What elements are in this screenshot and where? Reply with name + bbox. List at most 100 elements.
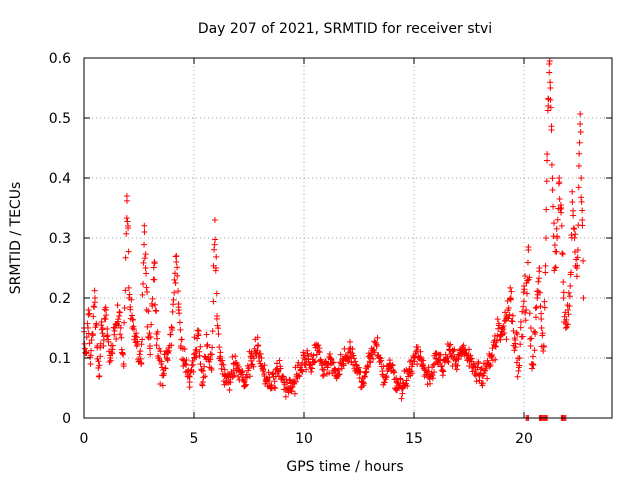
data-point	[528, 335, 535, 342]
data-point	[446, 343, 453, 349]
data-point	[452, 361, 459, 367]
data-point	[83, 334, 90, 341]
data-point	[132, 333, 139, 340]
data-point	[138, 361, 145, 367]
data-point	[560, 279, 567, 286]
data-point	[167, 331, 174, 338]
data-point	[133, 330, 140, 337]
data-point	[562, 325, 569, 331]
data-point	[195, 331, 202, 337]
data-point	[316, 349, 323, 356]
data-point	[540, 347, 547, 354]
data-point	[208, 351, 215, 358]
data-point	[147, 343, 153, 349]
data-point	[155, 355, 162, 361]
data-point	[141, 241, 148, 248]
data-point	[203, 331, 210, 338]
data-point	[577, 111, 584, 118]
data-point	[103, 312, 110, 319]
data-point	[146, 330, 153, 337]
data-point	[556, 195, 563, 202]
data-point	[579, 217, 586, 223]
data-point	[403, 377, 410, 384]
data-point	[540, 343, 547, 349]
data-point	[485, 361, 492, 367]
data-point	[141, 229, 148, 235]
data-point	[173, 253, 180, 259]
data-point	[580, 257, 587, 264]
data-point	[569, 188, 576, 195]
data-point	[220, 361, 227, 368]
data-point	[389, 361, 396, 368]
data-point	[548, 161, 555, 168]
x-tick-label: 15	[405, 431, 423, 447]
data-point	[121, 305, 128, 312]
data-point	[161, 370, 168, 377]
data-point	[209, 328, 216, 335]
data-point	[260, 366, 267, 373]
data-point	[579, 207, 586, 214]
data-point	[257, 350, 264, 357]
data-point	[292, 378, 299, 385]
data-point	[144, 289, 151, 296]
data-point	[177, 343, 184, 349]
data-point	[117, 331, 124, 338]
data-point	[554, 235, 560, 241]
data-point	[168, 324, 175, 331]
data-point	[399, 390, 406, 397]
data-point	[307, 361, 314, 367]
data-point	[120, 351, 127, 358]
y-tick-label: 0.5	[49, 111, 71, 127]
data-point	[214, 313, 221, 319]
data-point	[151, 259, 158, 265]
data-point	[99, 330, 106, 337]
data-point	[532, 331, 538, 337]
data-point	[265, 369, 272, 376]
data-point	[168, 342, 175, 349]
data-point	[140, 259, 147, 266]
data-point	[505, 305, 512, 312]
data-point	[536, 289, 543, 296]
data-point	[544, 157, 551, 164]
data-point	[182, 361, 189, 367]
data-point	[294, 373, 301, 379]
data-point	[414, 344, 421, 351]
data-point	[574, 247, 581, 253]
data-point	[239, 368, 246, 375]
data-point	[347, 349, 354, 355]
data-point	[211, 217, 218, 223]
data-point	[178, 336, 185, 343]
data-point	[197, 343, 204, 350]
data-point	[522, 272, 529, 279]
data-point	[507, 295, 514, 301]
data-point	[377, 358, 384, 365]
data-point	[97, 344, 104, 351]
data-point	[235, 363, 242, 370]
data-point	[88, 337, 95, 344]
data-point	[172, 253, 179, 260]
data-point	[398, 395, 405, 402]
data-point	[439, 367, 446, 373]
data-point	[202, 373, 209, 380]
data-point	[564, 321, 571, 328]
data-point	[413, 349, 420, 355]
data-point	[150, 264, 157, 271]
data-point	[575, 184, 582, 191]
data-point	[95, 365, 102, 372]
data-point	[571, 235, 578, 241]
data-point	[217, 349, 224, 356]
data-point	[335, 366, 342, 373]
data-point	[538, 310, 545, 317]
data-point	[148, 321, 155, 328]
data-point	[517, 318, 524, 325]
data-point	[576, 139, 583, 146]
data-point	[142, 251, 149, 258]
data-point	[541, 304, 548, 311]
data-point	[549, 187, 556, 193]
data-point	[524, 277, 531, 284]
data-point	[98, 326, 105, 333]
data-point	[142, 265, 149, 271]
data-point	[217, 355, 224, 361]
data-point	[116, 309, 123, 316]
data-point	[175, 301, 182, 307]
